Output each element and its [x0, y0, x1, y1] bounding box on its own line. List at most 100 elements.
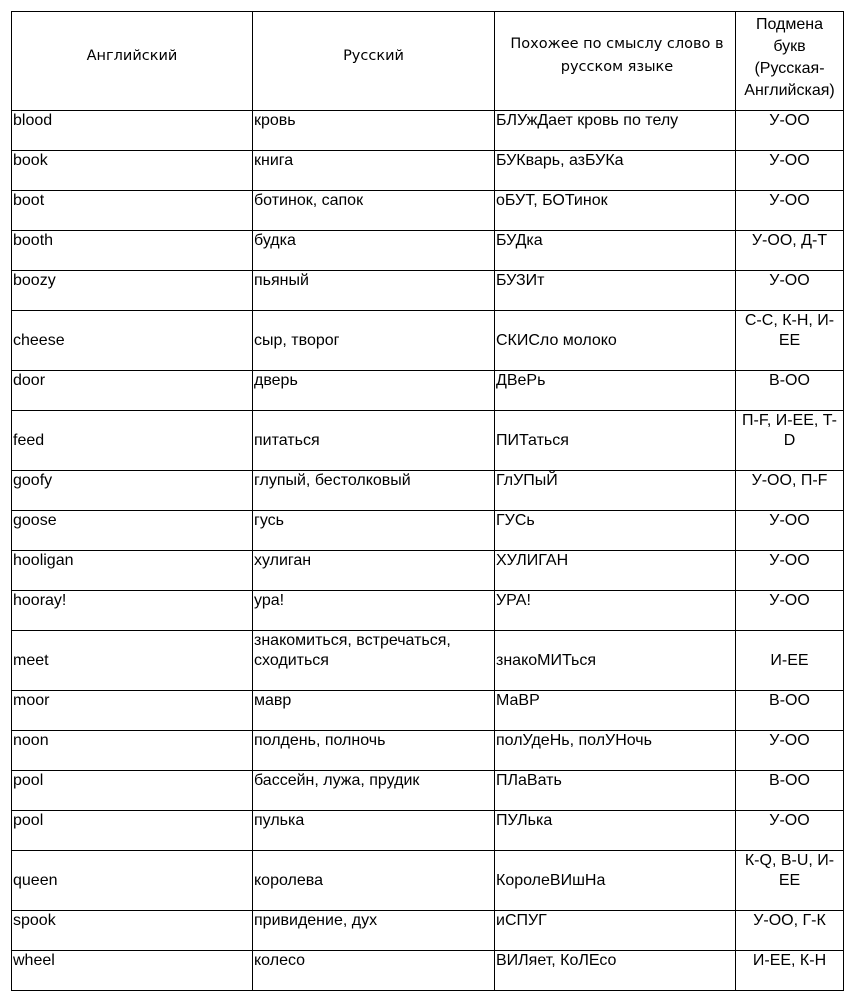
- cell-english: boozy: [11, 270, 253, 311]
- table-row: hooray! ура! УРА! У-ОО: [11, 590, 844, 631]
- cell-similar: иСПУГ: [494, 910, 736, 951]
- cell-english: moor: [11, 690, 253, 731]
- cell-substitution: У-ОО: [735, 590, 844, 631]
- table-row: feed питаться ПИТаться П-F, И-ЕЕ, T-D: [11, 410, 844, 471]
- table-row: door дверь ДВеРь В-ОО: [11, 370, 844, 411]
- table-row: meet знакомиться, встречаться, сходиться з…: [11, 630, 844, 691]
- cell-russian: пьяный: [252, 270, 495, 311]
- header-english: Английский: [11, 11, 253, 111]
- cell-english: door: [11, 370, 253, 411]
- cell-english: noon: [11, 730, 253, 771]
- cell-english: wheel: [11, 950, 253, 991]
- table-row: wheel колесо ВИЛяет, КоЛЕсо И-ЕЕ, К-Н: [11, 950, 844, 991]
- cell-russian: кровь: [252, 110, 495, 151]
- cell-russian: сыр, творог: [252, 310, 495, 371]
- cell-similar: ХУЛИГАН: [494, 550, 736, 591]
- cell-russian: ура!: [252, 590, 495, 631]
- cell-russian: колесо: [252, 950, 495, 991]
- cell-english: goose: [11, 510, 253, 551]
- cell-similar: оБУТ, БОТинок: [494, 190, 736, 231]
- cell-similar: УРА!: [494, 590, 736, 631]
- cell-english: pool: [11, 770, 253, 811]
- cell-english: spook: [11, 910, 253, 951]
- header-substitution-line: (Русская-: [754, 60, 825, 77]
- cell-substitution: К-Q, В-U, И-ЕЕ: [735, 850, 844, 911]
- cell-substitution: У-ОО: [735, 150, 844, 191]
- cell-russian: пулька: [252, 810, 495, 851]
- cell-english: boot: [11, 190, 253, 231]
- cell-substitution: У-ОО: [735, 730, 844, 771]
- cell-substitution: У-ОО: [735, 550, 844, 591]
- cell-english: pool: [11, 810, 253, 851]
- header-similar-text: Похожее по смыслу слово в русском языке: [510, 36, 724, 75]
- table-row: pool пулька ПУЛька У-ОО: [11, 810, 844, 851]
- cell-similar: ДВеРь: [494, 370, 736, 411]
- cell-russian: полдень, полночь: [252, 730, 495, 771]
- cell-substitution: И-ЕЕ, К-Н: [735, 950, 844, 991]
- header-substitution-line: Английская): [744, 82, 835, 99]
- header-russian: Русский: [252, 11, 495, 111]
- cell-substitution: У-ОО, П-F: [735, 470, 844, 511]
- cell-russian: будка: [252, 230, 495, 271]
- table-row: hooligan хулиган ХУЛИГАН У-ОО: [11, 550, 844, 591]
- table-row: moor мавр МаВР В-ОО: [11, 690, 844, 731]
- cell-similar: БЛУжДает кровь по телу: [494, 110, 736, 151]
- cell-similar: ПИТаться: [494, 410, 736, 471]
- table-row: goofy глупый, бестолковый ГлУПыЙ У-ОО, П-F: [11, 470, 844, 511]
- cell-substitution: У-ОО, Д-Т: [735, 230, 844, 271]
- cell-substitution: У-ОО: [735, 510, 844, 551]
- cell-russian: мавр: [252, 690, 495, 731]
- table-row: noon полдень, полночь полУдеНь, полУНочь У-…: [11, 730, 844, 771]
- table-row: boot ботинок, сапок оБУТ, БОТинок У-ОО: [11, 190, 844, 231]
- cell-similar: КоролеВИшНа: [494, 850, 736, 911]
- cell-russian: знакомиться, встречаться, сходиться: [252, 630, 495, 691]
- cell-english: booth: [11, 230, 253, 271]
- cell-similar: БУКварь, азБУКа: [494, 150, 736, 191]
- cell-substitution: У-ОО, Г-К: [735, 910, 844, 951]
- header-substitution: Подмена букв (Русская- Английская): [735, 11, 844, 111]
- table-body: blood кровь БЛУжДает кровь по телу У-ОО book…: [11, 110, 844, 991]
- cell-substitution: В-ОО: [735, 690, 844, 731]
- cell-similar: ГУСь: [494, 510, 736, 551]
- cell-russian: книга: [252, 150, 495, 191]
- table-row: spook привидение, дух иСПУГ У-ОО, Г-К: [11, 910, 844, 951]
- cell-english: queen: [11, 850, 253, 911]
- cell-similar: ВИЛяет, КоЛЕсо: [494, 950, 736, 991]
- cell-similar: БУДка: [494, 230, 736, 271]
- cell-substitution: П-F, И-ЕЕ, T-D: [735, 410, 844, 471]
- cell-substitution: В-ОО: [735, 370, 844, 411]
- header-row: Английский Русский Похожее по смыслу сло…: [11, 11, 844, 111]
- cell-english: hooligan: [11, 550, 253, 591]
- cell-substitution: У-ОО: [735, 270, 844, 311]
- cell-russian: питаться: [252, 410, 495, 471]
- cell-russian: привидение, дух: [252, 910, 495, 951]
- cell-substitution: И-ЕЕ: [735, 630, 844, 691]
- table-row: book книга БУКварь, азБУКа У-ОО: [11, 150, 844, 191]
- cell-english: blood: [11, 110, 253, 151]
- header-substitution-line: букв: [773, 38, 806, 55]
- table-row: goose гусь ГУСь У-ОО: [11, 510, 844, 551]
- cell-russian: дверь: [252, 370, 495, 411]
- cell-russian: гусь: [252, 510, 495, 551]
- cell-english: meet: [11, 630, 253, 691]
- cell-similar: ПУЛька: [494, 810, 736, 851]
- cell-substitution: С-С, К-Н, И-ЕЕ: [735, 310, 844, 371]
- cell-substitution: У-ОО: [735, 190, 844, 231]
- cell-substitution: У-ОО: [735, 810, 844, 851]
- cell-english: cheese: [11, 310, 253, 371]
- cell-similar: БУЗИт: [494, 270, 736, 311]
- word-table: Английский Русский Похожее по смыслу сло…: [11, 11, 844, 991]
- cell-russian: глупый, бестолковый: [252, 470, 495, 511]
- cell-substitution: У-ОО: [735, 110, 844, 151]
- table-row: pool бассейн, лужа, прудик ПЛаВать В-ОО: [11, 770, 844, 811]
- cell-similar: ПЛаВать: [494, 770, 736, 811]
- cell-english: goofy: [11, 470, 253, 511]
- cell-english: book: [11, 150, 253, 191]
- cell-substitution: В-ОО: [735, 770, 844, 811]
- cell-russian: бассейн, лужа, прудик: [252, 770, 495, 811]
- cell-english: hooray!: [11, 590, 253, 631]
- table-row: booth будка БУДка У-ОО, Д-Т: [11, 230, 844, 271]
- cell-similar: знакоМИТься: [494, 630, 736, 691]
- header-substitution-line: Подмена: [755, 16, 823, 33]
- table-row: queen королева КоролеВИшНа К-Q, В-U, И-ЕЕ: [11, 850, 844, 911]
